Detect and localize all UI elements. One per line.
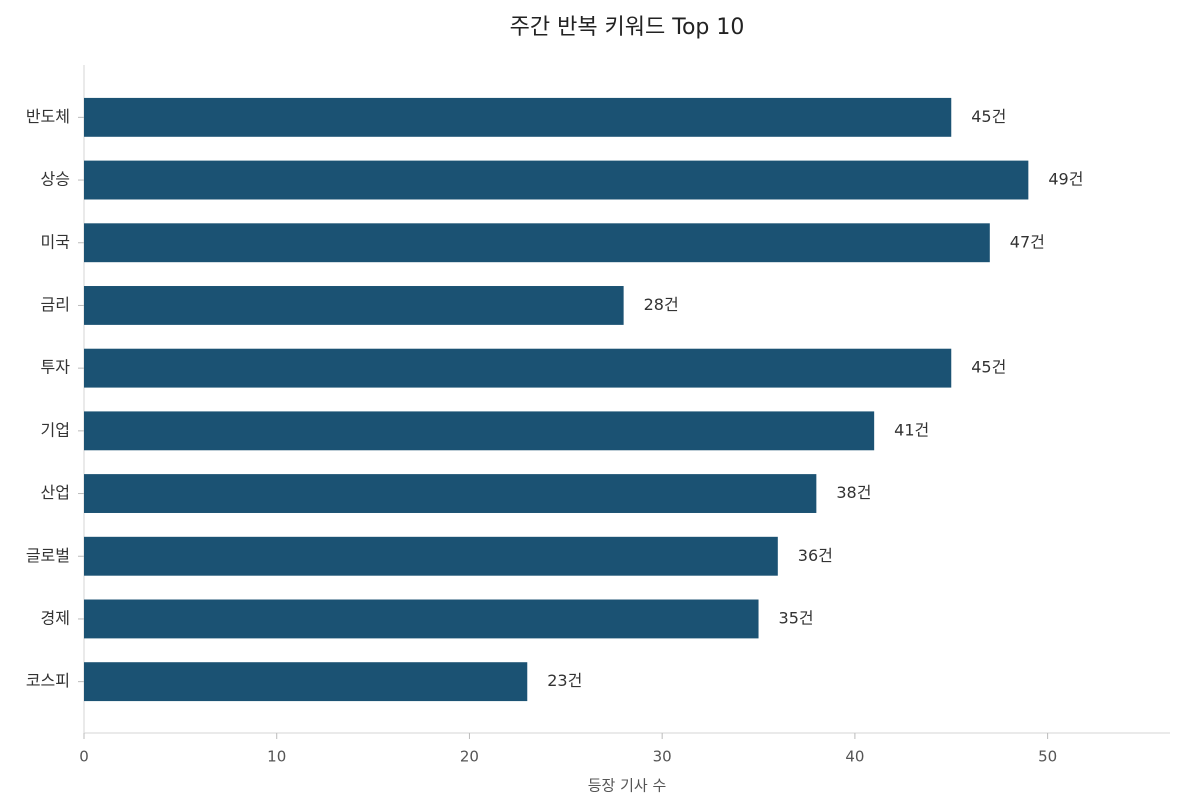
value-label: 47건 xyxy=(1010,232,1045,251)
value-label: 23건 xyxy=(547,671,582,690)
y-tick-label: 기업 xyxy=(41,420,70,439)
bar xyxy=(84,286,624,325)
bar xyxy=(84,97,952,137)
y-tick-label: 경제 xyxy=(41,608,70,627)
x-tick-label: 20 xyxy=(460,748,479,766)
value-label: 45건 xyxy=(971,358,1006,377)
x-tick-label: 0 xyxy=(79,748,89,766)
y-tick-label: 반도체 xyxy=(26,107,70,126)
bar xyxy=(84,662,528,702)
y-tick-label: 산업 xyxy=(41,483,70,502)
bar xyxy=(84,348,952,388)
y-tick-label: 상승 xyxy=(41,170,70,189)
x-tick-label: 50 xyxy=(1038,748,1057,766)
value-label: 41건 xyxy=(894,420,929,439)
bar xyxy=(84,536,778,576)
y-tick-label: 글로벌 xyxy=(26,546,70,565)
value-label: 28건 xyxy=(644,295,679,314)
y-tick-label: 투자 xyxy=(41,358,71,377)
y-tick-label: 코스피 xyxy=(26,671,70,690)
chart-title: 주간 반복 키워드 Top 10 xyxy=(510,15,745,40)
y-tick-label: 미국 xyxy=(41,232,70,251)
x-tick-label: 10 xyxy=(267,748,286,766)
x-axis-label: 등장 기사 수 xyxy=(588,777,667,795)
bar xyxy=(84,223,990,263)
bar xyxy=(84,411,875,451)
bar xyxy=(84,160,1029,200)
value-label: 38건 xyxy=(836,483,871,502)
bar xyxy=(84,599,759,639)
value-label: 45건 xyxy=(971,107,1006,126)
value-label: 49건 xyxy=(1048,170,1083,189)
value-label: 36건 xyxy=(798,546,833,565)
x-tick-label: 40 xyxy=(845,748,864,766)
x-tick-label: 30 xyxy=(653,748,672,766)
bar xyxy=(84,474,817,513)
y-tick-label: 금리 xyxy=(41,295,70,314)
value-label: 35건 xyxy=(779,608,814,627)
